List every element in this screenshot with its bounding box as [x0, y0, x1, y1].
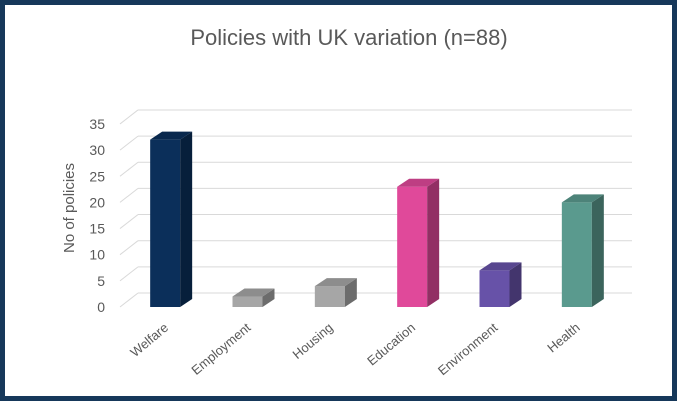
- gridline-diagonal: [119, 214, 139, 229]
- gridline-diagonal: [119, 135, 139, 151]
- gridline-diagonal: [119, 161, 139, 177]
- gridlines: [119, 109, 632, 308]
- bar-front: [479, 270, 510, 307]
- bar-front: [561, 202, 592, 307]
- bar-front: [150, 139, 181, 307]
- bar-housing: [314, 278, 357, 307]
- gridline-diagonal: [119, 109, 139, 125]
- bar-top: [150, 131, 193, 140]
- y-tick-label: 10: [89, 247, 105, 263]
- bar-education: [397, 178, 440, 307]
- bar-front: [314, 286, 345, 307]
- x-tick-label: Housing: [290, 320, 336, 362]
- y-tick-label: 20: [89, 194, 105, 210]
- chart-title: Policies with UK variation (n=88): [190, 25, 507, 50]
- gridline-diagonal: [119, 240, 139, 256]
- x-tick-labels: Welfare Employment Housing Education Environ…: [127, 320, 582, 379]
- bar-health: [561, 194, 604, 307]
- bar-top: [397, 178, 440, 187]
- y-tick-label: 15: [89, 221, 105, 237]
- x-tick-label: Employment: [188, 320, 253, 378]
- bar-side: [262, 288, 275, 307]
- bar-top: [561, 194, 604, 203]
- x-tick-label: Health: [544, 320, 582, 356]
- y-tick-label: 0: [97, 299, 105, 315]
- bar-side: [344, 278, 357, 307]
- y-tick-label: 30: [89, 142, 105, 158]
- bar-side: [427, 178, 440, 307]
- bar-employment: [232, 288, 275, 307]
- x-tick-label: Education: [364, 320, 418, 369]
- y-axis-label: No of policies: [61, 163, 78, 253]
- bar-top: [479, 262, 522, 271]
- gridline-diagonal: [119, 188, 139, 203]
- bar-top: [314, 278, 357, 287]
- gridline-diagonal: [119, 266, 139, 282]
- bar-welfare: [150, 131, 193, 307]
- bar-environment: [479, 262, 522, 307]
- bar-front: [397, 186, 428, 307]
- bar-side: [591, 194, 604, 307]
- bars: [150, 131, 604, 307]
- bar-top: [232, 288, 275, 297]
- bar-side: [509, 262, 522, 307]
- y-tick-label: 35: [89, 116, 105, 132]
- x-tick-label: Environment: [435, 320, 501, 379]
- gridline-diagonal: [119, 292, 139, 308]
- bar-side: [180, 131, 193, 307]
- y-tick-label: 25: [89, 168, 105, 184]
- y-tick-labels: 0 5 10 15 20 25 30 35: [89, 116, 105, 315]
- y-tick-label: 5: [97, 273, 105, 289]
- bar-front: [232, 296, 263, 307]
- x-tick-label: Welfare: [127, 320, 171, 360]
